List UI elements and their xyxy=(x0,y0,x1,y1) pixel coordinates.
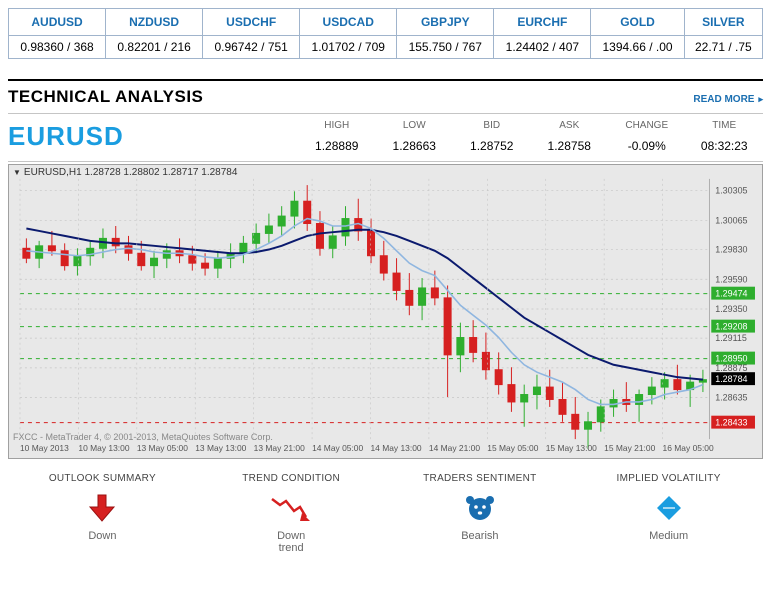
indicator-column: TRADERS SENTIMENT Bearish xyxy=(386,473,575,554)
svg-text:1.29830: 1.29830 xyxy=(715,245,747,255)
svg-text:14 May 13:00: 14 May 13:00 xyxy=(370,443,421,453)
quote-symbol[interactable]: EURCHF xyxy=(494,9,591,36)
quote-value: 22.71 / .75 xyxy=(684,36,762,59)
stat-label: TIME xyxy=(686,120,764,131)
quote-symbol[interactable]: GOLD xyxy=(591,9,684,36)
svg-text:1.28950: 1.28950 xyxy=(715,354,747,364)
svg-text:15 May 21:00: 15 May 21:00 xyxy=(604,443,655,453)
indicator-value: Bearish xyxy=(386,530,575,542)
indicator-title: TRADERS SENTIMENT xyxy=(386,473,575,484)
svg-text:1.28635: 1.28635 xyxy=(715,393,747,403)
svg-text:15 May 05:00: 15 May 05:00 xyxy=(487,443,538,453)
stat-column: LOW 1.28663 xyxy=(376,120,454,153)
stat-label: BID xyxy=(453,120,531,131)
stat-value: 08:32:23 xyxy=(686,139,764,153)
chart-title-text: EURUSD,H1 1.28728 1.28802 1.28717 1.2878… xyxy=(24,167,238,178)
stat-column: TIME 08:32:23 xyxy=(686,120,764,153)
read-more-link[interactable]: READ MORE▸ xyxy=(693,94,763,105)
quote-value: 0.96742 / 751 xyxy=(203,36,300,59)
pair-symbol: EURUSD xyxy=(8,121,298,152)
indicator-value: Downtrend xyxy=(197,530,386,554)
svg-text:15 May 13:00: 15 May 13:00 xyxy=(546,443,597,453)
quote-symbol[interactable]: USDCHF xyxy=(203,9,300,36)
quote-value: 0.98360 / 368 xyxy=(9,36,106,59)
stat-label: LOW xyxy=(376,120,454,131)
indicator-title: OUTLOOK SUMMARY xyxy=(8,473,197,484)
quote-symbol[interactable]: NZDUSD xyxy=(106,9,203,36)
indicator-column: OUTLOOK SUMMARY Down xyxy=(8,473,197,554)
arrow-down-icon xyxy=(8,492,197,524)
quote-value: 1.01702 / 709 xyxy=(300,36,397,59)
svg-text:10 May 2013: 10 May 2013 xyxy=(20,443,69,453)
stat-column: ASK 1.28758 xyxy=(531,120,609,153)
quote-value: 1394.66 / .00 xyxy=(591,36,684,59)
triangle-down-icon: ▼ xyxy=(13,168,21,177)
svg-text:1.29208: 1.29208 xyxy=(715,322,747,332)
svg-text:1.29350: 1.29350 xyxy=(715,304,747,314)
svg-text:14 May 21:00: 14 May 21:00 xyxy=(429,443,480,453)
stat-label: HIGH xyxy=(298,120,376,131)
svg-text:16 May 05:00: 16 May 05:00 xyxy=(663,443,714,453)
stat-column: HIGH 1.28889 xyxy=(298,120,376,153)
svg-text:1.30065: 1.30065 xyxy=(715,215,747,225)
quotes-table: AUDUSDNZDUSDUSDCHFUSDCADGBPJPYEURCHFGOLD… xyxy=(8,8,763,59)
stat-value: 1.28663 xyxy=(376,139,454,153)
stat-value: -0.09% xyxy=(608,139,686,153)
indicator-column: IMPLIED VOLATILITY Medium xyxy=(574,473,763,554)
stat-column: CHANGE -0.09% xyxy=(608,120,686,153)
svg-text:13 May 21:00: 13 May 21:00 xyxy=(254,443,305,453)
svg-text:1.29474: 1.29474 xyxy=(715,289,747,299)
svg-text:1.28784: 1.28784 xyxy=(715,374,747,384)
stat-value: 1.28758 xyxy=(531,139,609,153)
quote-symbol[interactable]: SILVER xyxy=(684,9,762,36)
indicator-value: Medium xyxy=(574,530,763,542)
svg-text:10 May 13:00: 10 May 13:00 xyxy=(78,443,129,453)
chart-copyright: FXCC - MetaTrader 4, © 2001-2013, MetaQu… xyxy=(13,432,273,442)
section-title: TECHNICAL ANALYSIS xyxy=(8,87,203,107)
quote-value: 155.750 / 767 xyxy=(397,36,494,59)
quote-symbol[interactable]: USDCAD xyxy=(300,9,397,36)
indicator-value: Down xyxy=(8,530,197,542)
quote-value: 0.82201 / 216 xyxy=(106,36,203,59)
bear-icon xyxy=(386,492,575,524)
stat-value: 1.28889 xyxy=(298,139,376,153)
svg-text:1.29590: 1.29590 xyxy=(715,274,747,284)
quote-symbol[interactable]: AUDUSD xyxy=(9,9,106,36)
diamond-icon xyxy=(574,492,763,524)
stat-label: ASK xyxy=(531,120,609,131)
stat-label: CHANGE xyxy=(608,120,686,131)
stat-value: 1.28752 xyxy=(453,139,531,153)
svg-text:1.29115: 1.29115 xyxy=(715,333,747,343)
quote-symbol[interactable]: GBPJPY xyxy=(397,9,494,36)
svg-text:1.28433: 1.28433 xyxy=(715,418,747,428)
trend-down-icon xyxy=(197,492,386,524)
stat-column: BID 1.28752 xyxy=(453,120,531,153)
indicator-column: TREND CONDITION Downtrend xyxy=(197,473,386,554)
indicator-title: TREND CONDITION xyxy=(197,473,386,484)
chevron-right-icon: ▸ xyxy=(758,94,763,104)
quote-value: 1.24402 / 407 xyxy=(494,36,591,59)
svg-text:1.30305: 1.30305 xyxy=(715,186,747,196)
price-chart[interactable]: ▼EURUSD,H1 1.28728 1.28802 1.28717 1.287… xyxy=(8,164,763,459)
svg-text:14 May 05:00: 14 May 05:00 xyxy=(312,443,363,453)
svg-text:13 May 05:00: 13 May 05:00 xyxy=(137,443,188,453)
indicator-title: IMPLIED VOLATILITY xyxy=(574,473,763,484)
svg-text:13 May 13:00: 13 May 13:00 xyxy=(195,443,246,453)
